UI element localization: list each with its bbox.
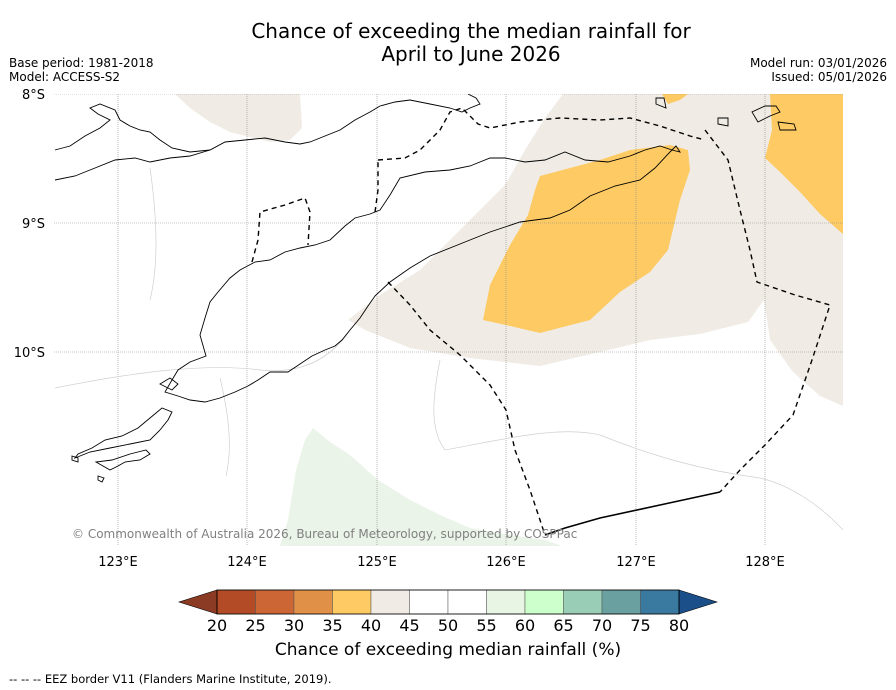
faint-contours <box>54 167 843 531</box>
colorbar-segment <box>601 589 641 615</box>
meta-left: Base period: 1981-2018 Model: ACCESS-S2 <box>9 56 154 84</box>
colorbar-under-arrow <box>178 589 218 615</box>
wetar-island-2 <box>777 121 797 131</box>
colorbar-tick-label: 65 <box>553 616 573 635</box>
colorbar: 20 25 30 35 40 45 50 55 60 65 70 75 80 <box>178 589 718 635</box>
model-name: Model: ACCESS-S2 <box>9 70 121 84</box>
colorbar-segment <box>640 589 680 615</box>
timor-coast <box>164 145 682 403</box>
wet-region-south <box>280 428 562 546</box>
lat-label-8s: 8°S <box>22 88 45 103</box>
eez-border-oecusse <box>251 197 311 263</box>
colorbar-segment <box>370 589 410 615</box>
semau-island <box>159 377 179 391</box>
colorbar-tick-label: 75 <box>630 616 650 635</box>
colorbar-tick-label: 55 <box>476 616 496 635</box>
map-area <box>54 94 843 546</box>
colorbar-tick-label: 80 <box>669 616 689 635</box>
colorbar-over-arrow <box>678 589 718 615</box>
colorbar-segment <box>255 589 295 615</box>
dry-region-north-small <box>662 94 688 104</box>
copyright-text: © Commonwealth of Australia 2026, Bureau… <box>72 527 577 541</box>
small-island-ne <box>655 97 667 109</box>
colorbar-tick-label: 60 <box>515 616 535 635</box>
coastlines <box>54 94 797 483</box>
colorbar-segment <box>524 589 564 615</box>
dry-region-central <box>483 145 690 333</box>
colorbar-tick-label: 30 <box>284 616 304 635</box>
base-period: Base period: 1981-2018 <box>9 56 154 70</box>
lon-label-125e: 125°E <box>357 555 397 570</box>
dry-region-northeast <box>765 94 843 234</box>
small-island-sw-2 <box>97 475 105 483</box>
colorbar-tick-label: 70 <box>592 616 612 635</box>
flores-coast <box>54 94 481 153</box>
page-title: Chance of exceeding the median rainfall … <box>0 20 896 66</box>
footnote: -- -- -- EEZ border V11 (Flanders Marine… <box>9 672 332 686</box>
lon-label-126e: 126°E <box>486 555 526 570</box>
eez-border-west <box>374 160 379 213</box>
wetar-island <box>751 105 781 123</box>
eez-borders <box>251 107 831 536</box>
colorbar-segment <box>293 589 333 615</box>
lat-label-9s: 9°S <box>22 217 45 232</box>
eez-border-south <box>387 281 546 536</box>
ndao-island <box>94 449 151 471</box>
colorbar-tick-label: 25 <box>245 616 265 635</box>
lat-label-10s: 10°S <box>14 346 45 361</box>
colorbar-tick-label: 50 <box>438 616 458 635</box>
colorbar-segment <box>409 589 449 615</box>
colorbar-segment <box>216 589 256 615</box>
lon-label-127e: 127°E <box>616 555 656 570</box>
colorbar-segment <box>563 589 603 615</box>
colorbar-segment <box>486 589 526 615</box>
colorbar-tick-label: 20 <box>207 616 227 635</box>
colorbar-label: Chance of exceeding median rainfall (%) <box>274 640 622 660</box>
alor-coast <box>54 149 211 181</box>
lon-label-124e: 124°E <box>227 555 267 570</box>
issued-date: Issued: 05/01/2026 <box>771 70 887 84</box>
title-line-1: Chance of exceeding the median rainfall … <box>251 19 691 43</box>
graticule <box>54 94 843 546</box>
lon-label-123e: 123°E <box>98 555 138 570</box>
lon-label-128e: 128°E <box>745 555 785 570</box>
colorbar-segment <box>447 589 487 615</box>
small-island-ne-2 <box>717 117 729 127</box>
rote-island <box>73 407 173 460</box>
colorbar-tick-label: 40 <box>361 616 381 635</box>
colorbar-frame <box>216 589 680 615</box>
neutral-region-north <box>175 94 302 142</box>
title-line-2: April to June 2026 <box>381 42 561 66</box>
colorbar-tick-label: 35 <box>322 616 342 635</box>
eez-border-southeast <box>544 491 721 536</box>
model-run: Model run: 03/01/2026 <box>749 56 887 70</box>
meta-right: Model run: 03/01/2026 Issued: 05/01/2026 <box>750 56 887 84</box>
small-island-sw <box>71 455 79 463</box>
colorbar-segment <box>332 589 372 615</box>
colorbar-tick-label: 45 <box>399 616 419 635</box>
